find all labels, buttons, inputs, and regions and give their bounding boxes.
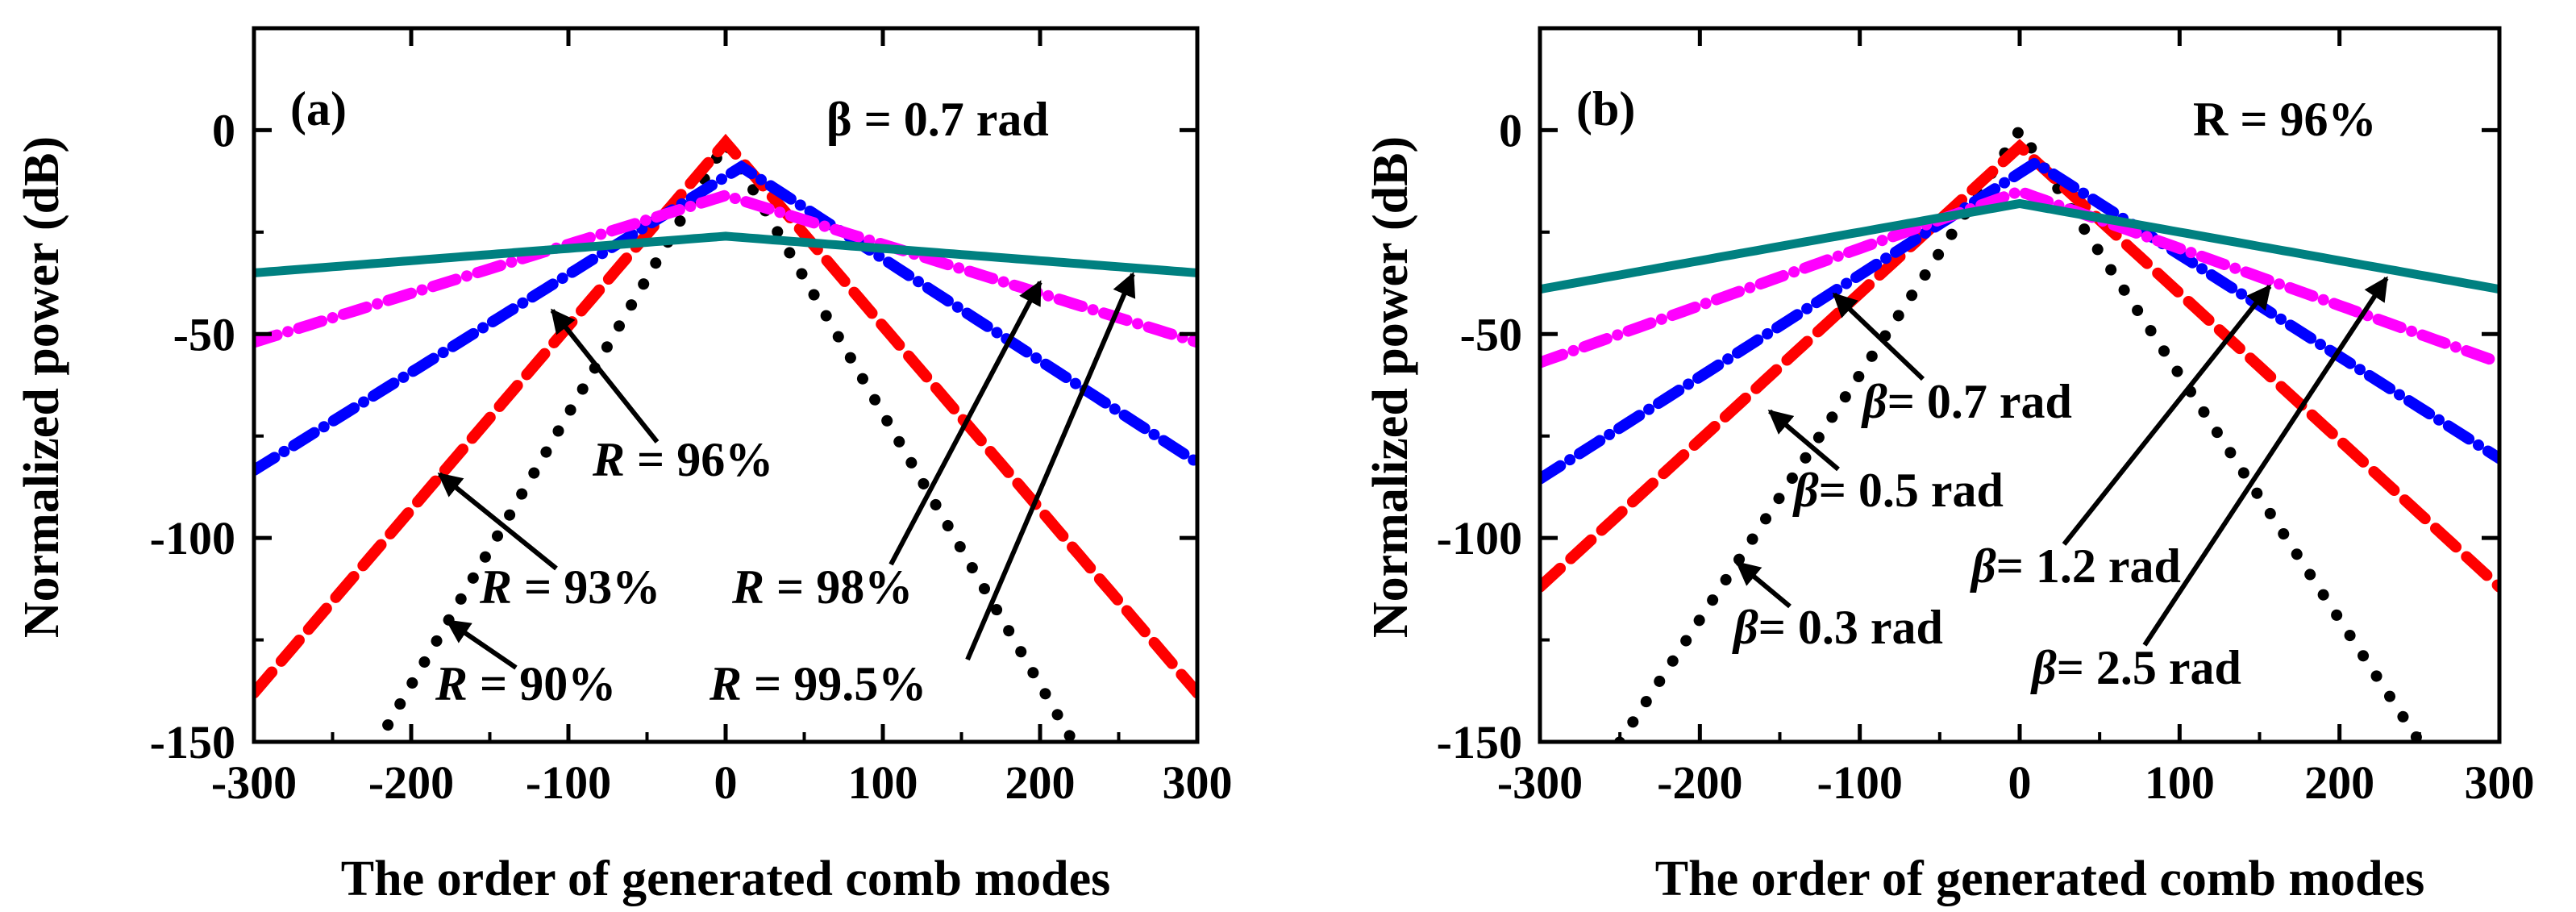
arrow-a-r93 — [437, 472, 558, 571]
x-tick-label: -100 — [1817, 756, 1903, 809]
param-label-b: R = 96% — [2193, 93, 2377, 146]
series-group-b — [1540, 119, 2499, 742]
param-label-a: β = 0.7 rad — [826, 93, 1049, 146]
series-line-a-0 — [371, 131, 1080, 742]
annotation-value: = 98% — [764, 560, 913, 614]
arrow-b-b03 — [1735, 560, 1792, 609]
y-tick-label: -100 — [1437, 512, 1522, 564]
series-line-a-3 — [254, 189, 1197, 348]
annotation-a-r995: R = 99.5% — [709, 657, 926, 710]
arrow-a-r90 — [445, 618, 518, 670]
annotation-value: = 90% — [468, 657, 616, 710]
x-tick-label: -300 — [1497, 756, 1583, 809]
annotation-value: = 99.5% — [742, 657, 926, 710]
panel-label-b: (b) — [1576, 82, 1635, 135]
arrow-a-r995 — [965, 272, 1136, 661]
y-tick-label: 0 — [1499, 104, 1522, 156]
annotation-symbol: β — [2030, 641, 2057, 694]
y-tick-label: -100 — [150, 512, 235, 564]
x-tick-label: 100 — [2145, 756, 2215, 809]
series-group-a — [254, 131, 1197, 742]
annotation-a-r90: R = 90% — [435, 657, 616, 710]
series-line-a-1 — [254, 133, 1197, 699]
annotation-value: = 96% — [625, 433, 773, 486]
y-axis-label-b: Normalized power (dB) — [1363, 136, 1418, 638]
arrow-a-r98 — [888, 280, 1042, 566]
series-line-b-2 — [1540, 156, 2499, 485]
series-line-b-1 — [1540, 139, 2499, 593]
annotation-symbol: R — [479, 560, 512, 614]
x-tick-label: 200 — [2304, 756, 2374, 809]
annotation-value: = 1.2 rad — [1996, 539, 2181, 593]
annotation-symbol: R — [709, 657, 742, 710]
series-line-b-4 — [1540, 198, 2499, 294]
annotation-a-r93: R = 93% — [479, 560, 660, 614]
annotation-b-b07: β= 0.7 rad — [1861, 375, 2072, 428]
x-tick-label: -200 — [368, 756, 454, 809]
y-tick-label: -150 — [1437, 716, 1522, 768]
annotation-b-b12: β= 1.2 rad — [1970, 539, 2181, 593]
annotation-value: = 0.7 rad — [1887, 375, 2072, 428]
y-tick-label: -50 — [1460, 308, 1522, 360]
arrow-b-b25 — [2142, 276, 2389, 647]
x-axis-label-a: The order of generated comb modes — [341, 852, 1111, 906]
annotation-symbol: R — [731, 560, 764, 614]
annotation-b-b25: β= 2.5 rad — [2030, 641, 2241, 694]
annotation-b-b05: β= 0.5 rad — [1792, 464, 2004, 517]
x-tick-label: 300 — [2465, 756, 2535, 809]
y-tick-label: 0 — [212, 104, 235, 156]
arrow-a-r96 — [550, 308, 660, 444]
panel-b: -300 -200 -100 0 100 200 300 0 -50 -100 -150 (b) R… — [1363, 26, 2535, 906]
annotation-value: = 93% — [512, 560, 660, 614]
x-tick-label: 0 — [714, 756, 738, 809]
arrow-b-b12 — [2062, 284, 2272, 546]
annotation-symbol: R — [592, 433, 625, 486]
series-line-b-0 — [1613, 119, 2427, 742]
panel-a: -300 -200 -100 0 100 200 300 0 -50 -100 -150 (a) β… — [15, 26, 1233, 906]
annotation-symbol: β — [1970, 539, 1996, 593]
x-tick-label: -200 — [1657, 756, 1742, 809]
annotation-value: = 0.3 rad — [1758, 601, 1943, 654]
x-tick-label: -100 — [526, 756, 611, 809]
y-tick-label: -150 — [150, 716, 235, 768]
x-tick-label: 200 — [1005, 756, 1076, 809]
series-line-b-3 — [1540, 185, 2499, 369]
panel-label-a: (a) — [290, 82, 347, 135]
arrow-b-b05 — [1767, 409, 1840, 472]
series-line-a-2 — [254, 160, 1197, 477]
x-tick-label: 0 — [2008, 756, 2032, 809]
x-axis-label-b: The order of generated comb modes — [1655, 852, 2425, 906]
annotation-symbol: β — [1732, 601, 1758, 654]
arrow-b-b07 — [1832, 292, 1925, 381]
annotation-symbol: β — [1792, 464, 1819, 517]
ticks-a: -300 -200 -100 0 100 200 300 0 -50 -100 -150 — [150, 27, 1233, 809]
y-tick-label: -50 — [173, 308, 235, 360]
annotation-symbol: β — [1861, 375, 1887, 428]
annotation-value: = 0.5 rad — [1819, 464, 2004, 517]
annotation-b-b03: β= 0.3 rad — [1732, 601, 1943, 654]
annotation-a-r98: R = 98% — [731, 560, 913, 614]
annotation-value: = 2.5 rad — [2057, 641, 2241, 694]
annotation-a-r96: R = 96% — [592, 433, 773, 486]
x-tick-label: -300 — [211, 756, 297, 809]
annotation-symbol: R — [435, 657, 468, 710]
x-tick-label: 300 — [1163, 756, 1233, 809]
ticks-b: -300 -200 -100 0 100 200 300 0 -50 -100 -150 — [1437, 27, 2535, 809]
y-axis-label-a: Normalized power (dB) — [15, 136, 69, 638]
x-tick-label: 100 — [848, 756, 918, 809]
series-line-a-4 — [254, 231, 1197, 277]
